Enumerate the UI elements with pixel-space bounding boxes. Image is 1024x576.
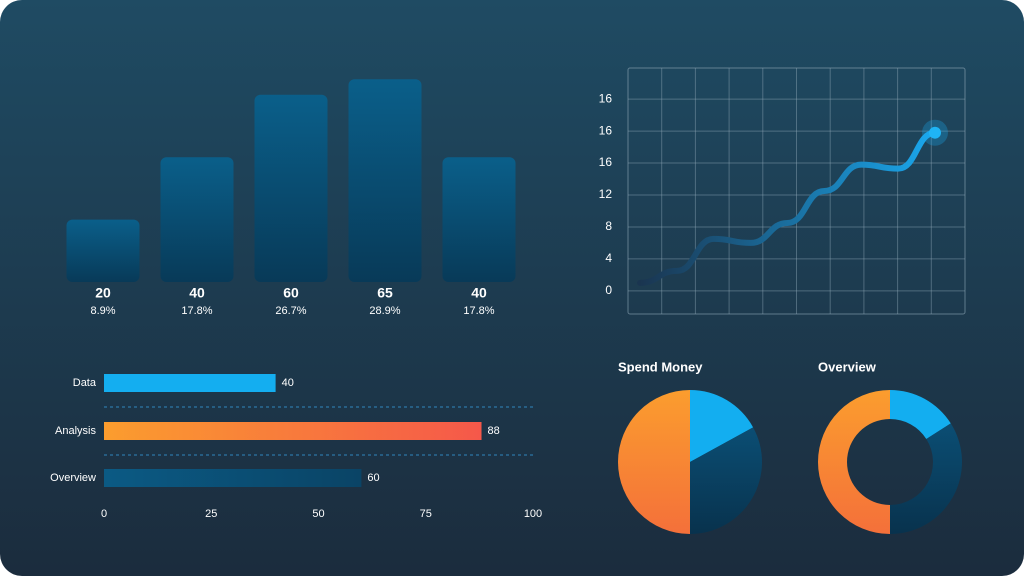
share-label: 17.8%: [463, 305, 494, 317]
bar: [104, 469, 362, 487]
chart-title: Spend Money: [618, 359, 703, 374]
bar: [442, 157, 516, 282]
pie-segment: [690, 427, 762, 534]
pie-segment: [690, 390, 754, 462]
y-tick-label: 16: [599, 123, 613, 137]
value-label: 65: [377, 285, 393, 301]
bar: [66, 219, 140, 282]
share-label: 26.7%: [275, 305, 306, 317]
x-tick-label: 0: [101, 508, 107, 520]
x-tick-label: 25: [205, 508, 217, 520]
value-label: 40: [471, 285, 487, 301]
value-label: 60: [367, 472, 379, 484]
y-tick-label: 8: [605, 219, 612, 233]
bar: [254, 94, 328, 282]
share-label: 8.9%: [90, 305, 115, 317]
bar: [104, 374, 276, 392]
donut-segment: [890, 390, 951, 439]
line: [637, 129, 938, 286]
bar: [348, 79, 422, 282]
plot-frame: [627, 67, 966, 315]
x-tick-label: 75: [420, 508, 432, 520]
category-label: Overview: [50, 472, 96, 484]
y-tick-label: 12: [599, 187, 613, 201]
chart-title: Overview: [818, 359, 877, 374]
value-label: 40: [282, 377, 294, 389]
value-label: 20: [95, 285, 111, 301]
pie-segment: [618, 390, 690, 534]
donut-segment: [818, 390, 890, 534]
category-label: Analysis: [55, 425, 96, 437]
x-tick-label: 50: [312, 508, 324, 520]
share-label: 17.8%: [181, 305, 212, 317]
bar: [104, 422, 482, 440]
y-tick-label: 16: [599, 91, 613, 105]
y-tick-label: 0: [605, 283, 612, 297]
value-label: 60: [283, 285, 299, 301]
value-label: 88: [488, 425, 500, 437]
bar: [160, 157, 234, 282]
endpoint: [929, 126, 941, 139]
x-tick-label: 100: [524, 508, 542, 520]
value-label: 40: [189, 285, 205, 301]
y-tick-label: 16: [599, 155, 613, 169]
y-tick-label: 4: [605, 251, 612, 265]
category-label: Data: [73, 377, 97, 389]
share-label: 28.9%: [369, 305, 400, 317]
donut-segment: [890, 423, 962, 534]
